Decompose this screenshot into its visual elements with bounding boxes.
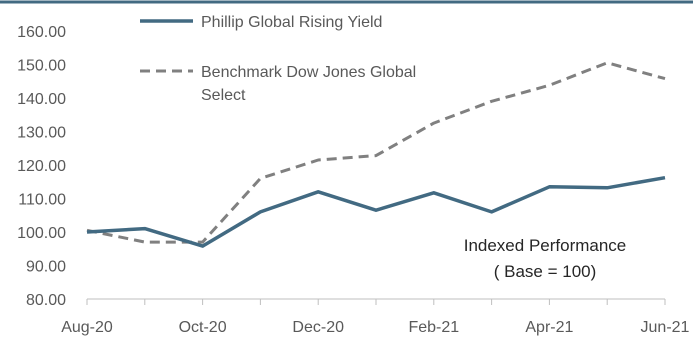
y-tick-label: 120.00	[17, 158, 66, 175]
x-tick-label: Jun-21	[641, 319, 690, 336]
x-tick-labels: Aug-20 Oct-20 Dec-20 Feb-21 Apr-21 Jun-21	[61, 319, 689, 336]
x-tick-label: Aug-20	[61, 319, 113, 336]
legend: Phillip Global Rising Yield Benchmark Dow…	[140, 14, 416, 104]
y-tick-label: 140.00	[17, 91, 66, 108]
fund-series-line	[86, 175, 666, 248]
series-lines	[86, 61, 666, 248]
x-axis	[86, 298, 666, 305]
x-tick-label: Oct-20	[179, 319, 227, 336]
annotation-text: ( Base = 100)	[494, 262, 597, 281]
annotation-text: Indexed Performance	[464, 236, 627, 255]
y-tick-label: 90.00	[26, 259, 66, 276]
y-tick-label: 150.00	[17, 58, 66, 75]
annotation: Indexed Performance ( Base = 100)	[464, 236, 627, 281]
y-tick-label: 100.00	[17, 225, 66, 242]
y-tick-label: 130.00	[17, 125, 66, 142]
y-tick-label: 110.00	[18, 192, 66, 209]
x-tick-label: Feb-21	[408, 319, 459, 336]
legend-label: Benchmark Dow Jones Global	[201, 64, 416, 81]
y-tick-label: 160.00	[17, 24, 66, 41]
benchmark-series-line	[86, 61, 666, 244]
x-tick-label: Apr-21	[525, 319, 573, 336]
y-tick-labels: 160.00 150.00 140.00 130.00 120.00 110.00 100.…	[17, 24, 66, 309]
legend-label: Select	[201, 87, 246, 104]
legend-label: Phillip Global Rising Yield	[201, 14, 382, 31]
y-tick-label: 80.00	[26, 292, 66, 309]
x-tick-label: Dec-20	[292, 319, 344, 336]
